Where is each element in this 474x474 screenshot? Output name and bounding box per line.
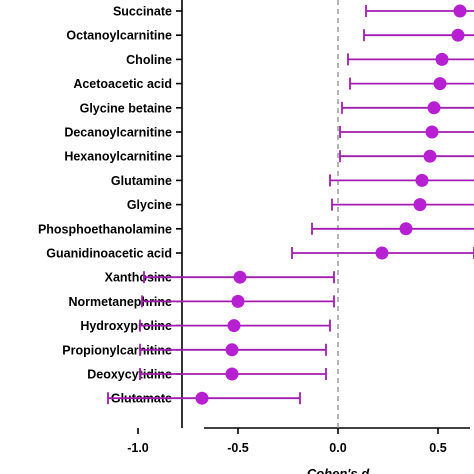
category-label: Choline xyxy=(126,53,172,67)
effect-row xyxy=(341,101,474,115)
effect-row xyxy=(349,77,474,91)
effect-point xyxy=(451,28,465,42)
effect-point xyxy=(433,77,447,91)
effect-row xyxy=(329,173,474,187)
effect-row xyxy=(139,367,327,381)
effect-point xyxy=(435,52,449,66)
category-label: Glycine xyxy=(127,198,172,212)
category-label: Succinate xyxy=(113,5,172,19)
x-axis-title: Cohen's d xyxy=(307,466,370,474)
effect-row xyxy=(331,198,474,212)
effect-point xyxy=(233,270,247,284)
category-label: Glutamine xyxy=(111,174,172,188)
category-label: Xanthosine xyxy=(105,271,172,285)
x-tick-label: 0.5 xyxy=(429,441,446,455)
effect-point xyxy=(453,4,467,18)
x-axis-ticks: -1.0-0.50.00.51.0 xyxy=(127,428,447,455)
effect-point xyxy=(195,391,209,405)
effect-point xyxy=(231,294,245,308)
effect-point xyxy=(399,222,413,236)
effect-point xyxy=(227,319,241,333)
x-tick-label: -1.0 xyxy=(127,441,149,455)
effect-point xyxy=(425,125,439,139)
effect-point xyxy=(225,343,239,357)
category-label: Propionylcarnitine xyxy=(62,343,172,357)
effect-row xyxy=(291,246,474,260)
x-tick-label: -0.5 xyxy=(227,441,249,455)
effect-size-markers xyxy=(107,4,474,405)
effect-point xyxy=(423,149,437,163)
effect-row xyxy=(339,149,474,163)
category-label: Glycine betaine xyxy=(80,101,172,115)
category-label: Normetanephrine xyxy=(69,295,173,309)
effect-row xyxy=(311,222,474,236)
effect-row xyxy=(347,52,474,66)
effect-point xyxy=(427,101,441,115)
category-label: Hexanoylcarnitine xyxy=(64,150,172,164)
x-tick-label: 0.0 xyxy=(329,441,346,455)
effect-point xyxy=(415,173,429,187)
effect-row xyxy=(139,319,331,333)
effect-row xyxy=(365,4,474,18)
category-labels: Succinate Octanoylcarnitine Choline Acetoac… xyxy=(38,5,182,406)
effect-row xyxy=(339,125,474,139)
effect-row xyxy=(139,343,327,357)
effect-row xyxy=(143,270,335,284)
effect-point xyxy=(225,367,239,381)
effect-point xyxy=(375,246,389,260)
category-label: Acetoacetic acid xyxy=(73,77,172,91)
effect-row xyxy=(363,28,474,42)
category-label: Phosphoethanolamine xyxy=(38,222,172,236)
effect-row xyxy=(141,294,335,308)
category-label: Hydroxyproline xyxy=(80,319,172,333)
effect-row xyxy=(107,391,301,405)
category-label: Deoxycytidine xyxy=(87,368,172,382)
effect-point xyxy=(413,198,427,212)
category-label: Decanoylcarnitine xyxy=(64,126,172,140)
category-label: Guanidinoacetic acid xyxy=(46,247,172,261)
category-label: Octanoylcarnitine xyxy=(66,29,172,43)
